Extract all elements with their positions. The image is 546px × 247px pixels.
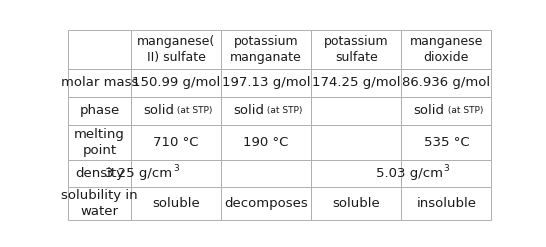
Bar: [401, 69, 491, 97]
Bar: [131, 160, 221, 187]
Bar: [221, 187, 311, 220]
Text: 3: 3: [173, 164, 179, 173]
Text: soluble: soluble: [152, 197, 200, 210]
Bar: [221, 125, 311, 160]
Text: (at STP): (at STP): [174, 106, 212, 116]
Bar: [68, 187, 131, 220]
Bar: [401, 125, 491, 160]
Text: 3.25 g/cm: 3.25 g/cm: [105, 167, 173, 180]
Text: manganese
dioxide: manganese dioxide: [410, 35, 483, 64]
Bar: [311, 30, 401, 69]
Bar: [221, 30, 311, 69]
Bar: [401, 160, 491, 187]
Text: solubility in
water: solubility in water: [61, 189, 138, 218]
Bar: [131, 187, 221, 220]
Text: 86.936 g/mol: 86.936 g/mol: [402, 77, 490, 89]
Text: molar mass: molar mass: [61, 77, 138, 89]
Bar: [311, 187, 401, 220]
Bar: [311, 69, 401, 97]
Bar: [131, 97, 221, 125]
Text: manganese(
II) sulfate: manganese( II) sulfate: [137, 35, 215, 64]
Bar: [131, 69, 221, 97]
Bar: [221, 160, 311, 187]
Bar: [68, 97, 131, 125]
Text: solid: solid: [143, 104, 174, 118]
Bar: [131, 30, 221, 69]
Bar: [221, 97, 311, 125]
Bar: [311, 160, 401, 187]
Text: (at STP): (at STP): [264, 106, 302, 116]
Text: 535 °C: 535 °C: [424, 136, 469, 149]
Bar: [131, 125, 221, 160]
Text: 174.25 g/mol: 174.25 g/mol: [312, 77, 400, 89]
Text: (at STP): (at STP): [444, 106, 483, 116]
Bar: [401, 30, 491, 69]
Text: solid: solid: [233, 104, 264, 118]
Bar: [68, 69, 131, 97]
Text: 190 °C: 190 °C: [244, 136, 289, 149]
Text: 197.13 g/mol: 197.13 g/mol: [222, 77, 310, 89]
Bar: [401, 97, 491, 125]
Bar: [68, 30, 131, 69]
Text: density: density: [75, 167, 124, 180]
Bar: [68, 125, 131, 160]
Text: melting
point: melting point: [74, 128, 125, 157]
Text: soluble: soluble: [333, 197, 380, 210]
Text: 3: 3: [443, 164, 449, 173]
Bar: [68, 160, 131, 187]
Bar: [221, 69, 311, 97]
Text: 710 °C: 710 °C: [153, 136, 199, 149]
Text: solid: solid: [413, 104, 444, 118]
Bar: [311, 125, 401, 160]
Text: potassium
manganate: potassium manganate: [230, 35, 302, 64]
Text: decomposes: decomposes: [224, 197, 308, 210]
Text: 5.03 g/cm: 5.03 g/cm: [376, 167, 443, 180]
Text: 150.99 g/mol: 150.99 g/mol: [132, 77, 220, 89]
Bar: [311, 97, 401, 125]
Text: potassium
sulfate: potassium sulfate: [324, 35, 389, 64]
Bar: [401, 187, 491, 220]
Text: insoluble: insoluble: [417, 197, 476, 210]
Text: phase: phase: [79, 104, 120, 118]
